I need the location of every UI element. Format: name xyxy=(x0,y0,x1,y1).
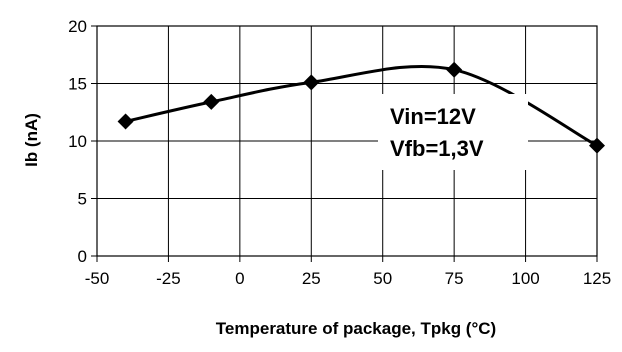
series-markers xyxy=(117,61,605,154)
data-point-marker xyxy=(303,74,320,91)
data-point-marker xyxy=(117,113,134,130)
x-tick-label: -50 xyxy=(85,269,110,288)
x-tick-label: 75 xyxy=(445,269,464,288)
y-tick-labels: 0 5 10 15 20 xyxy=(68,17,87,266)
x-tick-label: 50 xyxy=(373,269,392,288)
tick-marks xyxy=(91,25,598,262)
x-tick-label: 125 xyxy=(583,269,611,288)
y-tick-label: 5 xyxy=(78,190,87,209)
x-axis-title: Temperature of package, Tpkg (°C) xyxy=(216,319,496,338)
x-tick-label: 25 xyxy=(302,269,321,288)
x-tick-label: 0 xyxy=(235,269,244,288)
annotation-line-2: Vfb=1,3V xyxy=(390,136,484,161)
y-axis-title: Ib (nA) xyxy=(22,113,41,167)
x-tick-label: -25 xyxy=(156,269,181,288)
y-tick-label: 10 xyxy=(68,132,87,151)
y-tick-label: 0 xyxy=(78,247,87,266)
data-point-marker xyxy=(203,93,220,110)
y-tick-label: 15 xyxy=(68,75,87,94)
x-tick-label: 100 xyxy=(511,269,539,288)
y-tick-label: 20 xyxy=(68,17,87,36)
data-point-marker xyxy=(589,137,605,154)
annotation-box xyxy=(378,94,528,170)
annotation-line-1: Vin=12V xyxy=(390,104,476,129)
x-tick-labels: -50 -25 0 25 50 75 100 125 xyxy=(85,269,611,288)
data-point-marker xyxy=(446,61,463,78)
